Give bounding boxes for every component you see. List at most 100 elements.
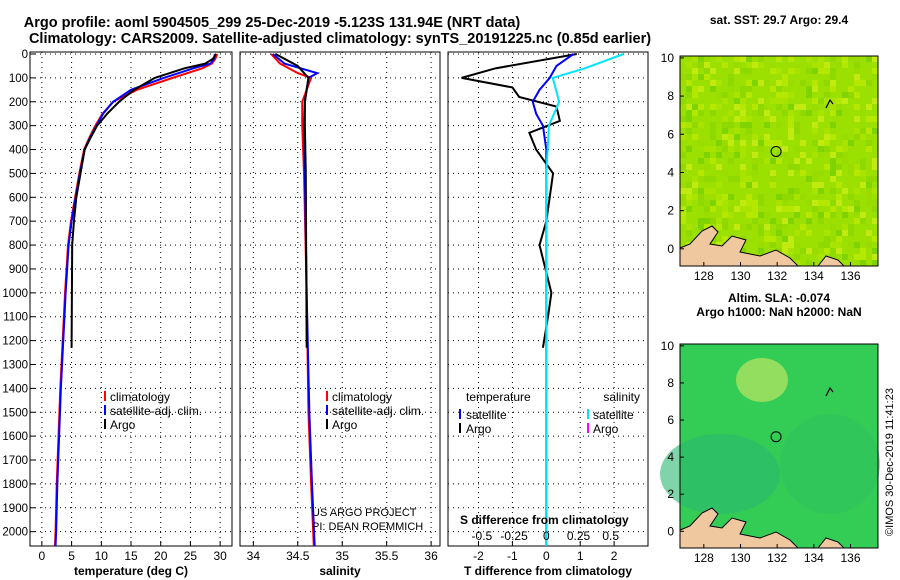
y-tick-label: 2	[667, 204, 674, 218]
map-cell	[842, 254, 848, 260]
map-cell	[872, 260, 878, 266]
map-cell	[740, 206, 746, 212]
map-cell	[818, 140, 824, 146]
map-cell	[830, 254, 836, 260]
map-cell	[722, 194, 728, 200]
legend-label: Argo	[110, 418, 136, 432]
y-tick-label: 1800	[2, 479, 28, 491]
map-cell	[770, 176, 776, 182]
map-cell	[698, 188, 704, 194]
map-cell	[764, 116, 770, 122]
map-cell	[692, 86, 698, 92]
map-cell	[722, 62, 728, 68]
map-title: sat. SST: 29.7 Argo: 29.4	[710, 13, 849, 27]
map-cell	[806, 176, 812, 182]
map-cell	[830, 110, 836, 116]
map-cell	[746, 134, 752, 140]
x-tick-label: 34.5	[286, 549, 310, 563]
map-cell	[866, 182, 872, 188]
map-cell	[782, 80, 788, 86]
map-cell	[728, 212, 734, 218]
map-cell	[830, 176, 836, 182]
map-cell	[812, 170, 818, 176]
map-cell	[788, 236, 794, 242]
map-cell	[764, 140, 770, 146]
map-cell	[872, 254, 878, 260]
map-cell	[770, 170, 776, 176]
map-cell	[776, 98, 782, 104]
map-cell	[860, 260, 866, 266]
map-cell	[746, 176, 752, 182]
map-cell	[848, 56, 854, 62]
map-cell	[716, 92, 722, 98]
map-cell	[872, 128, 878, 134]
legend-label: Argo	[466, 422, 492, 436]
annotation-text: US ARGO PROJECT	[312, 507, 417, 519]
map-cell	[848, 170, 854, 176]
map-cell	[794, 242, 800, 248]
map-cell	[794, 260, 800, 266]
map-cell	[830, 134, 836, 140]
map-cell	[746, 86, 752, 92]
map-cell	[788, 134, 794, 140]
map-cell	[854, 56, 860, 62]
map-cell	[692, 122, 698, 128]
map-cell	[824, 140, 830, 146]
map-cell	[776, 68, 782, 74]
map-cell	[698, 158, 704, 164]
map-cell	[800, 248, 806, 254]
map-cell	[854, 128, 860, 134]
map-cell	[806, 68, 812, 74]
map-cell	[788, 218, 794, 224]
map-cell	[686, 80, 692, 86]
map-cell	[812, 68, 818, 74]
legend-label: satellite-adj. clim.	[110, 404, 202, 418]
map-cell	[866, 242, 872, 248]
map-cell	[710, 218, 716, 224]
map-cell	[740, 122, 746, 128]
map-cell	[752, 152, 758, 158]
y-tick-label: 300	[9, 121, 28, 133]
map-cell	[680, 206, 686, 212]
map-cell	[722, 116, 728, 122]
map-cell	[830, 74, 836, 80]
map-cell	[746, 206, 752, 212]
y-tick-label: 100	[9, 73, 28, 85]
map-cell	[788, 80, 794, 86]
x-tick-label: 130	[730, 551, 750, 565]
map-cell	[680, 122, 686, 128]
map-cell	[854, 62, 860, 68]
map-cell	[740, 140, 746, 146]
y-tick-label: 1400	[2, 383, 28, 395]
map-cell	[854, 80, 860, 86]
map-cell	[734, 68, 740, 74]
map-cell	[776, 140, 782, 146]
map-cell	[680, 164, 686, 170]
map-cell	[734, 56, 740, 62]
map-cell	[740, 86, 746, 92]
map-cell	[818, 98, 824, 104]
legend-label: satellite	[593, 408, 634, 422]
secondary-tick-label: 0	[543, 529, 550, 543]
map-cell	[830, 158, 836, 164]
map-cell	[686, 128, 692, 134]
map-cell	[800, 152, 806, 158]
map-cell	[746, 224, 752, 230]
map-cell	[710, 146, 716, 152]
profile-panel-temperature: 0 5 10 15 20 25 30 temperature (deg C) 0 100 200 30…	[2, 49, 233, 578]
map-cell	[830, 56, 836, 62]
map-cell	[854, 104, 860, 110]
x-tick-label: 36	[424, 549, 438, 563]
map-cell	[704, 206, 710, 212]
map-cell	[704, 152, 710, 158]
map-cell	[818, 146, 824, 152]
map-cell	[824, 164, 830, 170]
y-tick-label: 700	[9, 216, 28, 228]
map-cell	[704, 68, 710, 74]
map-cell	[776, 224, 782, 230]
map-cell	[728, 194, 734, 200]
map-cell	[830, 242, 836, 248]
map-cell	[722, 206, 728, 212]
map-cell	[686, 146, 692, 152]
map-cell	[818, 182, 824, 188]
